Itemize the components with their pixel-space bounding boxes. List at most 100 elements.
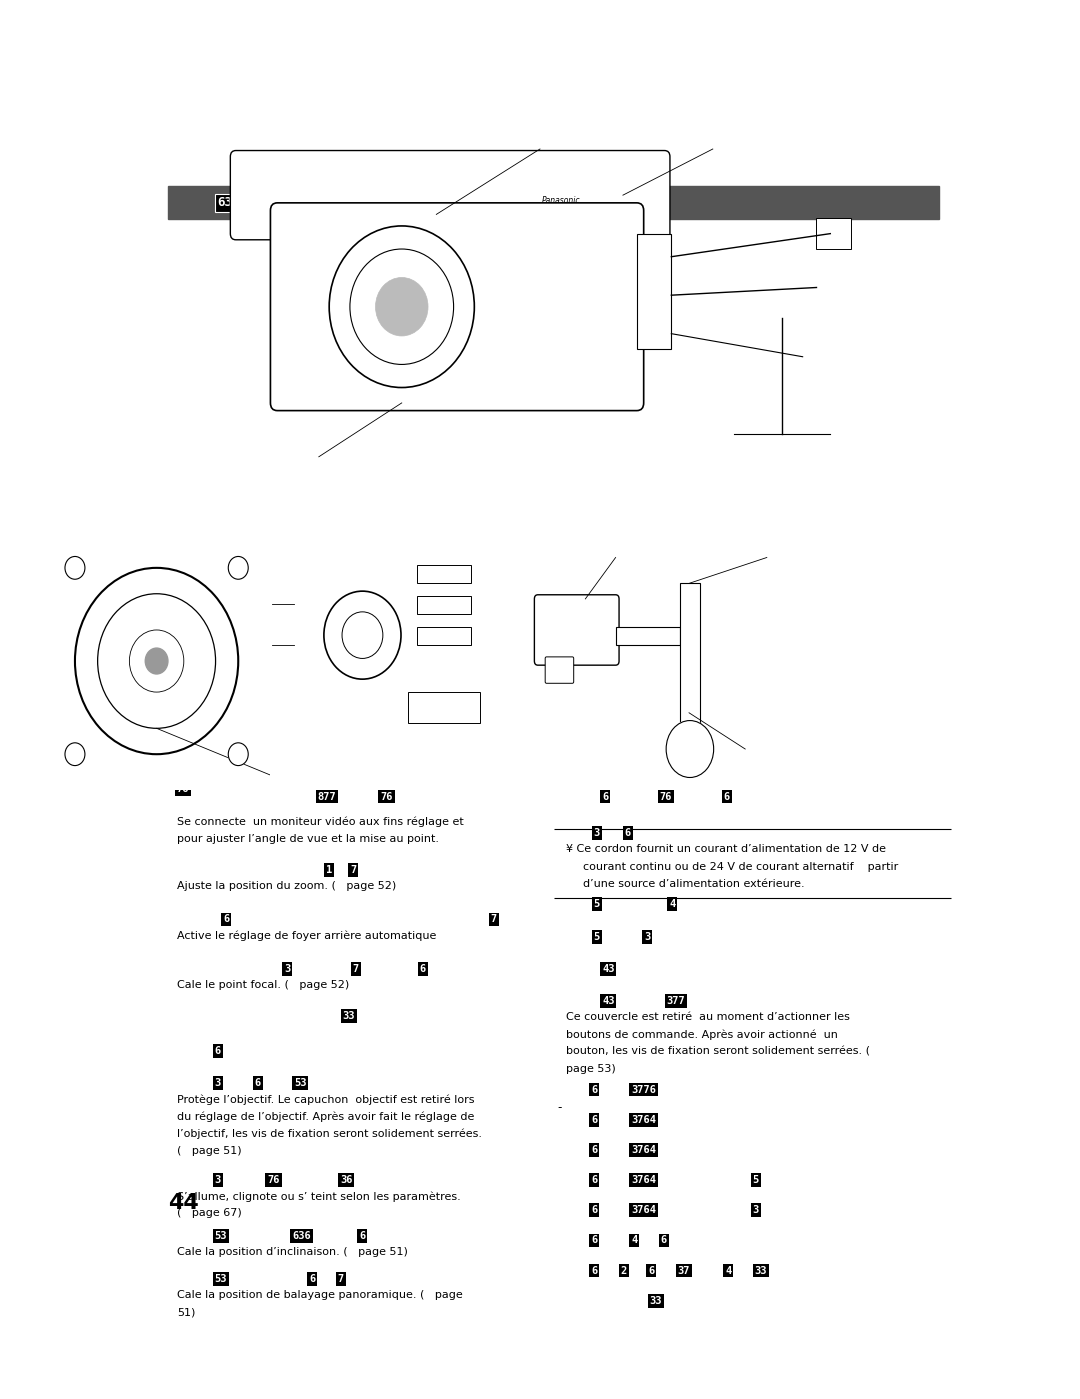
Text: 6: 6 [648,1266,654,1276]
Bar [168,186,939,218]
Text: 6: 6 [661,1235,666,1245]
Text: 3: 3 [594,828,599,838]
Text: 6: 6 [724,792,730,802]
Text: 3764: 3764 [632,1206,657,1216]
Text: 3764: 3764 [632,1115,657,1125]
FancyBboxPatch shape [29,516,284,806]
Text: Ce couvercle est retiré  au moment d’actionner les: Ce couvercle est retiré au moment d’acti… [566,1013,850,1023]
Text: 33: 33 [342,1011,355,1021]
Circle shape [65,557,85,579]
Text: 33: 33 [650,1295,662,1305]
Text: 4: 4 [725,1266,731,1276]
Text: (   page 51): ( page 51) [177,1146,242,1156]
Text: 5: 5 [753,1175,759,1185]
Text: 6: 6 [591,1206,597,1216]
Text: Ajuste la position du zoom. (   page 52): Ajuste la position du zoom. ( page 52) [177,881,396,891]
Bar [616,627,680,645]
Text: 6: 6 [624,828,631,838]
FancyBboxPatch shape [545,658,573,683]
Text: 76: 76 [267,1175,280,1185]
Text: 76: 76 [380,792,393,802]
Text: 3776: 3776 [632,1084,657,1094]
Text: 6: 6 [566,196,573,210]
Text: 1: 1 [326,865,332,874]
Text: 3: 3 [644,932,650,942]
Text: Panasonic: Panasonic [541,196,580,204]
Text: -: - [557,1101,562,1114]
Text: 6: 6 [215,1046,220,1056]
Text: 6: 6 [255,1079,261,1088]
Text: 63: 63 [217,196,232,210]
Text: 6: 6 [307,196,314,210]
Text: 51): 51) [177,1308,195,1318]
Text: 53: 53 [215,1231,227,1241]
Text: 63: 63 [516,196,531,210]
Text: 377: 377 [666,996,685,1006]
Text: Cale la position d’inclinaison. (   page 51): Cale la position d’inclinaison. ( page 5… [177,1248,408,1258]
Text: Active le réglage de foyer arrière automatique: Active le réglage de foyer arrière autom… [177,930,436,942]
Text: 6: 6 [430,196,437,210]
Text: 2: 2 [620,1266,626,1276]
Text: 43: 43 [602,996,615,1006]
Text: 4: 4 [632,1235,637,1245]
Bar [417,596,471,614]
Text: 6: 6 [602,792,608,802]
Bar [417,627,471,645]
Text: du réglage de l’objectif. Après avoir fait le réglage de: du réglage de l’objectif. Après avoir fa… [177,1112,474,1122]
FancyBboxPatch shape [535,595,619,665]
Text: 7: 7 [338,1274,343,1284]
Text: 877: 877 [318,792,336,802]
Text: 636: 636 [293,1231,311,1241]
Text: S’allume, clignote ou s’ teint selon les paramètres.: S’allume, clignote ou s’ teint selon les… [177,1191,460,1202]
Text: 6: 6 [591,1084,597,1094]
Bar [417,565,471,583]
FancyBboxPatch shape [272,522,516,800]
Text: 6: 6 [591,1235,597,1245]
Text: boutons de commande. Après avoir actionné  un: boutons de commande. Après avoir actionn… [566,1030,838,1041]
Bar [637,234,672,348]
Text: (   page 67): ( page 67) [177,1209,242,1219]
Circle shape [228,557,248,579]
Circle shape [65,743,85,765]
Text: 7: 7 [350,865,356,874]
Text: Cale le point focal. (   page 52): Cale le point focal. ( page 52) [177,981,349,990]
Text: pour ajuster l’angle de vue et la mise au point.: pour ajuster l’angle de vue et la mise a… [177,834,438,844]
Text: 7: 7 [352,964,359,974]
Bar [816,218,851,249]
Text: 53: 53 [294,1079,307,1088]
Text: 5: 5 [594,900,599,909]
Text: 6: 6 [591,1115,597,1125]
Text: page 53): page 53) [566,1065,616,1074]
Text: Protège l’objectif. Le capuchon  objectif est retiré lors: Protège l’objectif. Le capuchon objectif… [177,1094,474,1105]
FancyBboxPatch shape [270,203,644,411]
Text: courant continu ou de 24 V de courant alternatif    partir: courant continu ou de 24 V de courant al… [583,862,899,872]
Text: 6: 6 [360,1231,365,1241]
Text: 33: 33 [754,1266,767,1276]
Circle shape [228,743,248,765]
Text: 5: 5 [594,932,599,942]
Text: 6: 6 [222,915,229,925]
Text: 6: 6 [419,964,426,974]
Bar [680,583,700,748]
Text: 3: 3 [215,1079,220,1088]
Bar [408,693,481,723]
Text: 6: 6 [591,1144,597,1156]
Text: 76: 76 [660,792,672,802]
Text: 2: 2 [272,196,280,210]
Text: 43: 43 [602,964,615,974]
Text: 3: 3 [284,964,291,974]
Text: 53: 53 [215,1274,227,1284]
Text: 76: 76 [326,778,338,788]
Text: bouton, les vis de fixation seront solidement serrées. (: bouton, les vis de fixation seront solid… [566,1046,870,1056]
Text: 36: 36 [340,1175,352,1185]
Text: 377: 377 [370,196,393,210]
Circle shape [666,720,714,778]
Text: 6: 6 [591,1175,597,1185]
Text: 44: 44 [168,1193,199,1213]
Text: 3764: 3764 [632,1144,657,1156]
Text: 6: 6 [591,1266,597,1276]
Circle shape [146,648,168,674]
FancyBboxPatch shape [230,151,670,239]
Text: 3: 3 [753,1206,759,1216]
Text: 4: 4 [669,900,675,909]
